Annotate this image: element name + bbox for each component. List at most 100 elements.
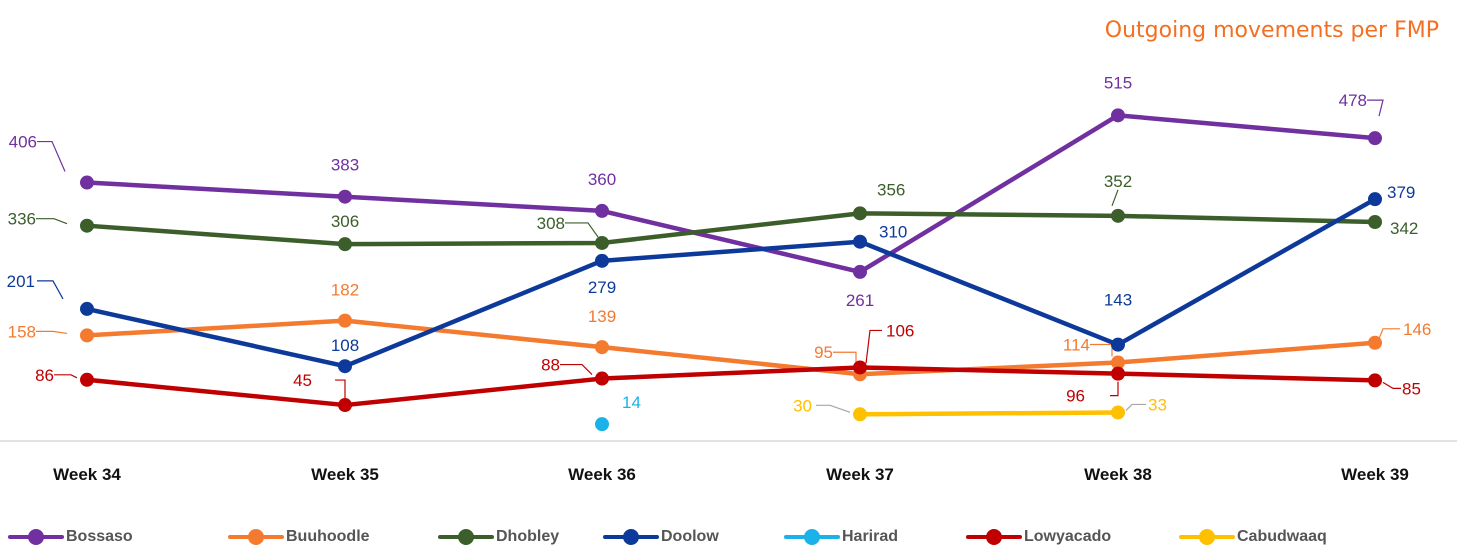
data-point-lowyacado: [853, 360, 867, 375]
data-point-buuhoodle: [595, 340, 609, 355]
data-label-doolow: 379: [1387, 183, 1415, 202]
legend-label-buuhoodle: Buuhoodle: [286, 528, 370, 545]
data-label-lowyacado: 96: [1066, 387, 1085, 406]
data-label-dhobley: 352: [1104, 172, 1132, 191]
x-tick-label: Week 37: [826, 465, 894, 484]
data-label-bossaso: 406: [9, 133, 37, 152]
legend-swatch-harirad: [784, 527, 840, 547]
series-line-buuhoodle: [84, 318, 1378, 377]
data-label-cabudwaaq: 30: [793, 396, 812, 415]
legend-swatch-lowyacado: [966, 527, 1022, 547]
data-point-buuhoodle: [1368, 335, 1382, 350]
data-point-bossaso: [1111, 108, 1125, 123]
leader-line-bossaso: [37, 140, 66, 172]
data-point-lowyacado: [595, 371, 609, 386]
leader-line-doolow: [37, 280, 64, 300]
data-point-dhobley: [80, 218, 94, 233]
series-line-dhobley: [84, 211, 1378, 247]
data-label-bossaso: 515: [1104, 73, 1132, 92]
x-tick-label: Week 35: [311, 465, 379, 484]
data-label-bossaso: 360: [588, 170, 616, 189]
legend-swatch-dhobley: [438, 527, 494, 547]
data-point-cabudwaaq: [853, 407, 867, 422]
series-line-bossaso: [84, 113, 1378, 275]
leader-line-buuhoodle: [1378, 328, 1400, 340]
data-label-bossaso: 383: [331, 156, 359, 175]
data-label-buuhoodle: 158: [8, 322, 36, 341]
data-point-doolow: [80, 301, 94, 316]
data-label-doolow: 279: [588, 278, 616, 297]
data-label-doolow: 108: [331, 336, 359, 355]
x-tick-label: Week 39: [1341, 465, 1409, 484]
data-point-lowyacado: [338, 398, 352, 413]
data-label-dhobley: 356: [877, 180, 905, 199]
legend-item-cabudwaaq: Cabudwaaq: [1179, 527, 1327, 547]
legend-label-harirad: Harirad: [842, 528, 899, 545]
leader-line-dhobley: [565, 222, 599, 238]
data-point-lowyacado: [1111, 366, 1125, 381]
legend-item-dhobley: Dhobley: [438, 527, 559, 547]
legend-item-doolow: Doolow: [603, 527, 719, 547]
leader-line-lowyacado: [560, 363, 593, 375]
data-label-bossaso: 261: [846, 291, 874, 310]
data-point-doolow: [1111, 337, 1125, 352]
data-label-lowyacado: 86: [35, 366, 54, 385]
leader-line-lowyacado: [865, 329, 882, 364]
legend-label-bossaso: Bossaso: [66, 528, 133, 545]
leader-line-dhobley: [1111, 189, 1119, 207]
leader-line-lowyacado: [335, 379, 346, 400]
data-point-lowyacado: [80, 372, 94, 387]
leader-line-buuhoodle: [36, 330, 68, 335]
legend-swatch-doolow: [603, 527, 659, 547]
x-tick-label: Week 34: [53, 465, 121, 484]
data-point-harirad: [595, 417, 609, 432]
data-point-doolow: [595, 253, 609, 268]
legend-item-buuhoodle: Buuhoodle: [228, 527, 370, 547]
data-point-dhobley: [853, 206, 867, 221]
legend-label-dhobley: Dhobley: [496, 528, 560, 545]
data-label-harirad: 14: [622, 393, 641, 412]
legend-swatch-bossaso: [8, 527, 64, 547]
data-point-doolow: [853, 234, 867, 249]
data-label-dhobley: 336: [8, 210, 36, 229]
data-point-dhobley: [595, 235, 609, 250]
data-point-lowyacado: [1368, 373, 1382, 388]
data-point-dhobley: [338, 237, 352, 252]
leader-line-lowyacado: [1110, 381, 1119, 397]
data-point-bossaso: [595, 203, 609, 218]
series-line-lowyacado: [84, 365, 1378, 408]
data-point-bossaso: [853, 264, 867, 279]
leader-line-dhobley: [36, 218, 68, 225]
data-point-cabudwaaq: [1111, 405, 1125, 420]
data-point-buuhoodle: [338, 313, 352, 328]
data-point-dhobley: [1111, 208, 1125, 223]
data-label-buuhoodle: 146: [1403, 320, 1431, 339]
data-point-doolow: [1368, 192, 1382, 207]
chart-legend: Bossaso Buuhoodle Dhobley Doolow Harirad Lowy…: [0, 527, 1457, 555]
legend-swatch-cabudwaaq: [1179, 527, 1235, 547]
leader-line-cabudwaaq: [1125, 403, 1146, 411]
data-label-doolow: 201: [7, 272, 35, 291]
legend-item-bossaso: Bossaso: [8, 527, 133, 547]
data-label-lowyacado: 85: [1402, 379, 1421, 398]
leader-line-bossaso: [1367, 99, 1384, 117]
leader-line-lowyacado: [54, 374, 78, 379]
legend-swatch-buuhoodle: [228, 527, 284, 547]
chart-title: Outgoing movements per FMP: [1104, 18, 1439, 43]
data-point-buuhoodle: [1111, 355, 1125, 370]
legend-item-harirad: Harirad: [784, 527, 898, 547]
legend-label-cabudwaaq: Cabudwaaq: [1237, 528, 1327, 545]
leader-line-buuhoodle: [1090, 343, 1113, 357]
line-chart: Week 34 Week 35 Week 36 Week 37 Week 38 Week …: [0, 73, 1457, 484]
data-point-buuhoodle: [80, 328, 94, 343]
data-label-dhobley: 308: [537, 214, 565, 233]
data-label-lowyacado: 88: [541, 356, 560, 375]
series-line-cabudwaaq: [857, 410, 1121, 417]
leader-line-buuhoodle: [833, 351, 857, 367]
data-label-doolow: 310: [879, 223, 907, 242]
data-label-buuhoodle: 139: [588, 307, 616, 326]
data-label-buuhoodle: 182: [331, 281, 359, 300]
data-point-bossaso: [80, 175, 94, 190]
leader-line-lowyacado: [1382, 381, 1401, 390]
data-label-bossaso: 478: [1339, 91, 1367, 110]
